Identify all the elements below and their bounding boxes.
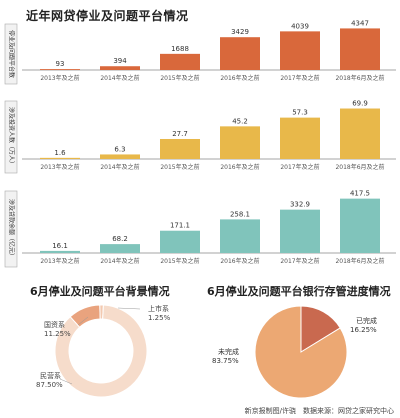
pie-slice <box>300 305 341 353</box>
bar <box>160 53 200 70</box>
leader-line <box>59 378 73 385</box>
slice-percent: 11.25% <box>44 330 71 338</box>
tick-label: 2015年及之前 <box>160 257 199 265</box>
tick-label: 2018年6月及之前 <box>335 74 384 82</box>
bar <box>340 198 380 253</box>
bar <box>340 108 380 159</box>
bar <box>280 31 320 70</box>
bar <box>160 230 200 253</box>
pie-title-custody: 6月停业及问题平台银行存管进度情况 <box>207 285 391 298</box>
bar <box>40 69 80 70</box>
bar <box>100 66 140 70</box>
data-label: 394 <box>113 57 127 65</box>
slice-name: 国资系 <box>44 320 65 329</box>
data-label: 258.1 <box>230 210 250 218</box>
slice-name: 已完成 <box>356 316 377 325</box>
slice-name: 民营系 <box>40 371 61 380</box>
y-axis-label: 停业及问题平台数 <box>8 30 16 78</box>
slice-percent: 16.25% <box>350 326 377 334</box>
data-label: 4039 <box>291 22 309 30</box>
tick-label: 2016年及之前 <box>220 163 259 171</box>
data-label: 45.2 <box>232 117 248 125</box>
data-label: 417.5 <box>350 190 370 198</box>
data-label: 68.2 <box>112 235 128 243</box>
data-label: 1.6 <box>54 149 66 157</box>
bar <box>100 244 140 253</box>
leader-line <box>77 316 89 326</box>
data-label: 16.1 <box>52 242 68 250</box>
data-label: 1688 <box>171 45 189 53</box>
y-axis-label: 涉及投资人数（万人） <box>8 107 16 167</box>
main-title: 近年网贷停业及问题平台情况 <box>26 9 189 23</box>
tick-label: 2013年及之前 <box>40 74 79 82</box>
bar <box>220 219 260 253</box>
tick-label: 2015年及之前 <box>160 74 199 82</box>
slice-percent: 87.50% <box>36 381 63 389</box>
ylabel-box <box>4 190 18 268</box>
ylabel-box <box>4 100 18 174</box>
data-label: 3429 <box>231 28 249 36</box>
bar-chart-platforms: 停业及问题平台数 93 2013年及之前 394 2014年及之前 1688 2015年及之… <box>4 20 396 85</box>
slice-percent: 1.25% <box>148 314 171 322</box>
tick-label: 2017年及之前 <box>280 74 319 82</box>
bar <box>340 28 380 71</box>
bar <box>220 37 260 70</box>
leader-line <box>117 307 141 310</box>
slice-percent: 83.75% <box>212 357 239 365</box>
bar <box>100 154 140 159</box>
tick-label: 2013年及之前 <box>40 257 79 265</box>
tick-label: 2018年6月及之前 <box>335 257 384 265</box>
tick-label: 2017年及之前 <box>280 257 319 265</box>
slice-name: 上市系 <box>148 304 169 313</box>
bar <box>160 138 200 159</box>
ylabel-box <box>4 23 18 85</box>
bar <box>280 209 320 253</box>
data-label: 69.9 <box>352 100 368 108</box>
y-axis-label: 涉及贷款余额（亿元） <box>8 199 16 259</box>
data-label: 332.9 <box>290 201 310 209</box>
tick-label: 2014年及之前 <box>100 163 139 171</box>
tick-label: 2015年及之前 <box>160 163 199 171</box>
data-label: 93 <box>56 60 65 68</box>
data-label: 171.1 <box>170 222 190 230</box>
donut-title-background: 6月停业及问题平台背景情况 <box>30 285 170 298</box>
tick-label: 2014年及之前 <box>100 74 139 82</box>
data-label: 27.7 <box>172 130 188 138</box>
tick-label: 2016年及之前 <box>220 74 259 82</box>
tick-label: 2018年6月及之前 <box>335 163 384 171</box>
bar-chart-loan-balance: 涉及贷款余额（亿元） 16.1 2013年及之前 68.2 2014年及之前 171.1 2… <box>4 190 396 268</box>
donut-slice <box>54 304 148 398</box>
tick-label: 2016年及之前 <box>220 257 259 265</box>
bar-chart-investors: 涉及投资人数（万人） 1.6 2013年及之前 6.3 2014年及之前 27.7 2015… <box>4 100 396 174</box>
bar <box>280 117 320 159</box>
slice-name: 未完成 <box>218 347 239 356</box>
bar <box>220 126 260 159</box>
tick-label: 2014年及之前 <box>100 257 139 265</box>
pie-slice <box>254 305 348 399</box>
data-label: 6.3 <box>114 145 125 153</box>
tick-label: 2013年及之前 <box>40 163 79 171</box>
source-note: 新京报制图/许骁 数据来源：网贷之家研究中心 <box>244 407 394 415</box>
bar <box>40 157 80 159</box>
data-label: 4347 <box>351 20 369 27</box>
data-label: 57.3 <box>292 109 308 117</box>
bar <box>40 250 80 253</box>
tick-label: 2017年及之前 <box>280 163 319 171</box>
